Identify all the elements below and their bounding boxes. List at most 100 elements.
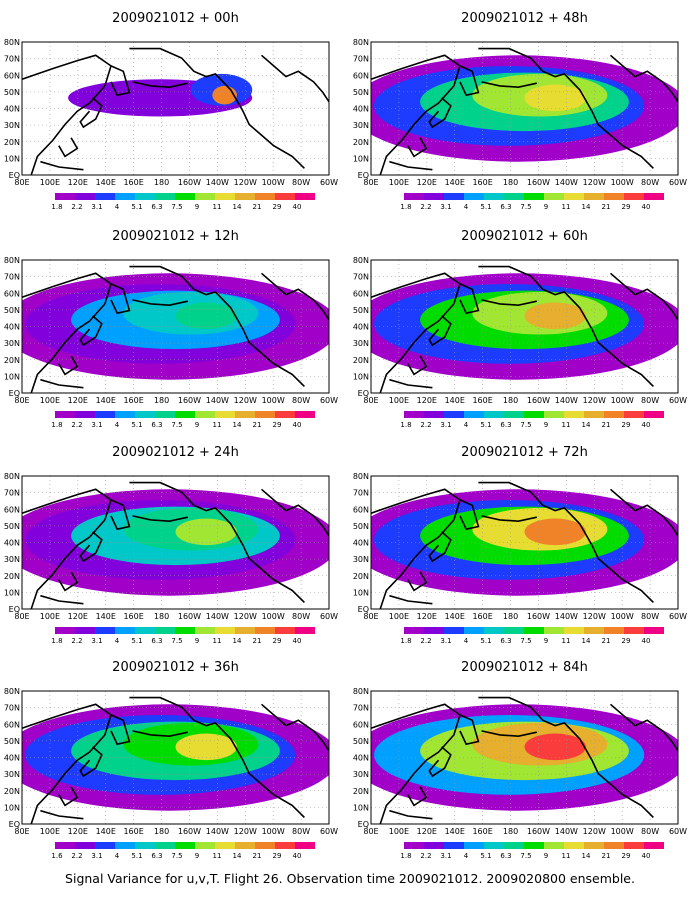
- colorbar-label: 3.1: [91, 203, 102, 211]
- colorbar-label: 29: [273, 637, 282, 645]
- colorbar-label: 6.3: [500, 421, 511, 429]
- colorbar-swatch: [175, 411, 195, 418]
- colorbar-label: 1.8: [400, 421, 411, 429]
- coastline: [110, 283, 131, 315]
- panel-title: 2009021012 + 12h: [112, 229, 239, 244]
- lat-label: 50N: [4, 737, 20, 746]
- colorbar-swatch: [275, 411, 295, 418]
- colorbar-label: 3.1: [440, 421, 451, 429]
- lon-label: 140W: [206, 178, 229, 187]
- lon-label: 180: [154, 178, 169, 187]
- lat-label: 50N: [4, 88, 20, 97]
- colorbar-swatch: [175, 842, 195, 849]
- lat-label: 50N: [4, 522, 20, 531]
- coastline: [428, 97, 452, 129]
- colorbar-swatch: [424, 842, 444, 849]
- colorbar-swatch: [55, 627, 75, 634]
- lat-label: EQ: [358, 389, 369, 398]
- colorbar-label: 3.1: [440, 852, 451, 860]
- coastline: [609, 703, 678, 752]
- lat-label: 10N: [353, 372, 369, 381]
- colorbar-label: 29: [273, 203, 282, 211]
- colorbar-swatch: [644, 193, 664, 200]
- colorbar-swatch: [424, 411, 444, 418]
- coastline: [129, 265, 305, 387]
- coastlines: [22, 47, 329, 175]
- lon-label: 160E: [472, 178, 492, 187]
- colorbar-label: 7.5: [520, 852, 531, 860]
- lat-label: 20N: [353, 787, 369, 796]
- lon-label: 100W: [611, 612, 634, 621]
- colorbar-label: 4: [115, 421, 120, 429]
- coastline: [389, 378, 433, 389]
- lon-label: 160W: [527, 612, 550, 621]
- coastline: [40, 594, 84, 605]
- lon-label: 160W: [178, 396, 201, 405]
- lat-label: 40N: [4, 323, 20, 332]
- lat-label: 70N: [4, 55, 20, 64]
- colorbar-label: 11: [213, 203, 222, 211]
- lon-label: 120W: [234, 178, 257, 187]
- colorbar-label: 9: [544, 421, 548, 429]
- lat-label: 80N: [4, 472, 20, 481]
- colorbar-swatch: [135, 411, 155, 418]
- colorbar-label: 6.3: [151, 637, 162, 645]
- colorbar-swatch: [404, 842, 424, 849]
- coastline: [371, 54, 461, 175]
- map-frame: [370, 41, 679, 176]
- lat-label: 20N: [353, 572, 369, 581]
- colorbar-label: 11: [213, 637, 222, 645]
- colorbar-label: 11: [562, 421, 571, 429]
- lat-label: 80N: [4, 256, 20, 265]
- colorbar-label: 1.8: [51, 203, 62, 211]
- colorbar-swatch: [444, 627, 464, 634]
- lat-label: 80N: [353, 256, 369, 265]
- colorbar-swatch: [175, 193, 195, 200]
- variance-field: [371, 489, 678, 596]
- colorbar-label: 29: [273, 852, 282, 860]
- coastline: [407, 571, 428, 592]
- coastline: [110, 714, 131, 746]
- variance-field: [22, 273, 329, 380]
- colorbar-label: 40: [642, 637, 651, 645]
- colorbar-label: 21: [602, 637, 611, 645]
- colorbar-label: 2.2: [71, 203, 82, 211]
- lon-label: 120W: [583, 827, 606, 836]
- colorbar-label: 14: [582, 421, 591, 429]
- colorbar-swatch: [235, 627, 255, 634]
- lon-label: 80W: [292, 178, 310, 187]
- coastline: [58, 355, 79, 376]
- colorbar-label: 7.5: [171, 203, 182, 211]
- colorbar-swatch: [544, 193, 564, 200]
- lat-label: 60N: [353, 71, 369, 80]
- lon-label: 100E: [389, 178, 409, 187]
- lon-label: 140E: [445, 827, 465, 836]
- colorbar-swatch: [295, 193, 315, 200]
- lat-label: 30N: [4, 555, 20, 564]
- lat-label: EQ: [9, 820, 20, 829]
- colorbar-swatch: [75, 842, 95, 849]
- colorbar-label: 9: [195, 852, 199, 860]
- colorbar-swatch: [255, 627, 275, 634]
- coastline: [389, 160, 433, 171]
- lat-label: EQ: [358, 171, 369, 180]
- colorbar-label: 5.1: [480, 203, 491, 211]
- colorbar-label: 21: [602, 421, 611, 429]
- colorbar-label: 40: [642, 421, 651, 429]
- colorbar-swatch: [275, 842, 295, 849]
- lon-label: 160E: [472, 396, 492, 405]
- lon-label: 80W: [292, 827, 310, 836]
- colorbar-label: 4: [115, 852, 120, 860]
- coastline: [609, 488, 678, 537]
- colorbar-label: 2.2: [71, 852, 82, 860]
- lon-label: 80W: [641, 612, 659, 621]
- lon-label: 80W: [641, 396, 659, 405]
- colorbar-label: 11: [213, 421, 222, 429]
- lat-label: 10N: [353, 588, 369, 597]
- colorbar-label: 7.5: [520, 203, 531, 211]
- colorbar-label: 7.5: [520, 637, 531, 645]
- colorbar-swatch: [215, 627, 235, 634]
- variance-contour: [175, 518, 237, 546]
- colorbar-label: 5.1: [480, 637, 491, 645]
- variance-field: [371, 55, 678, 162]
